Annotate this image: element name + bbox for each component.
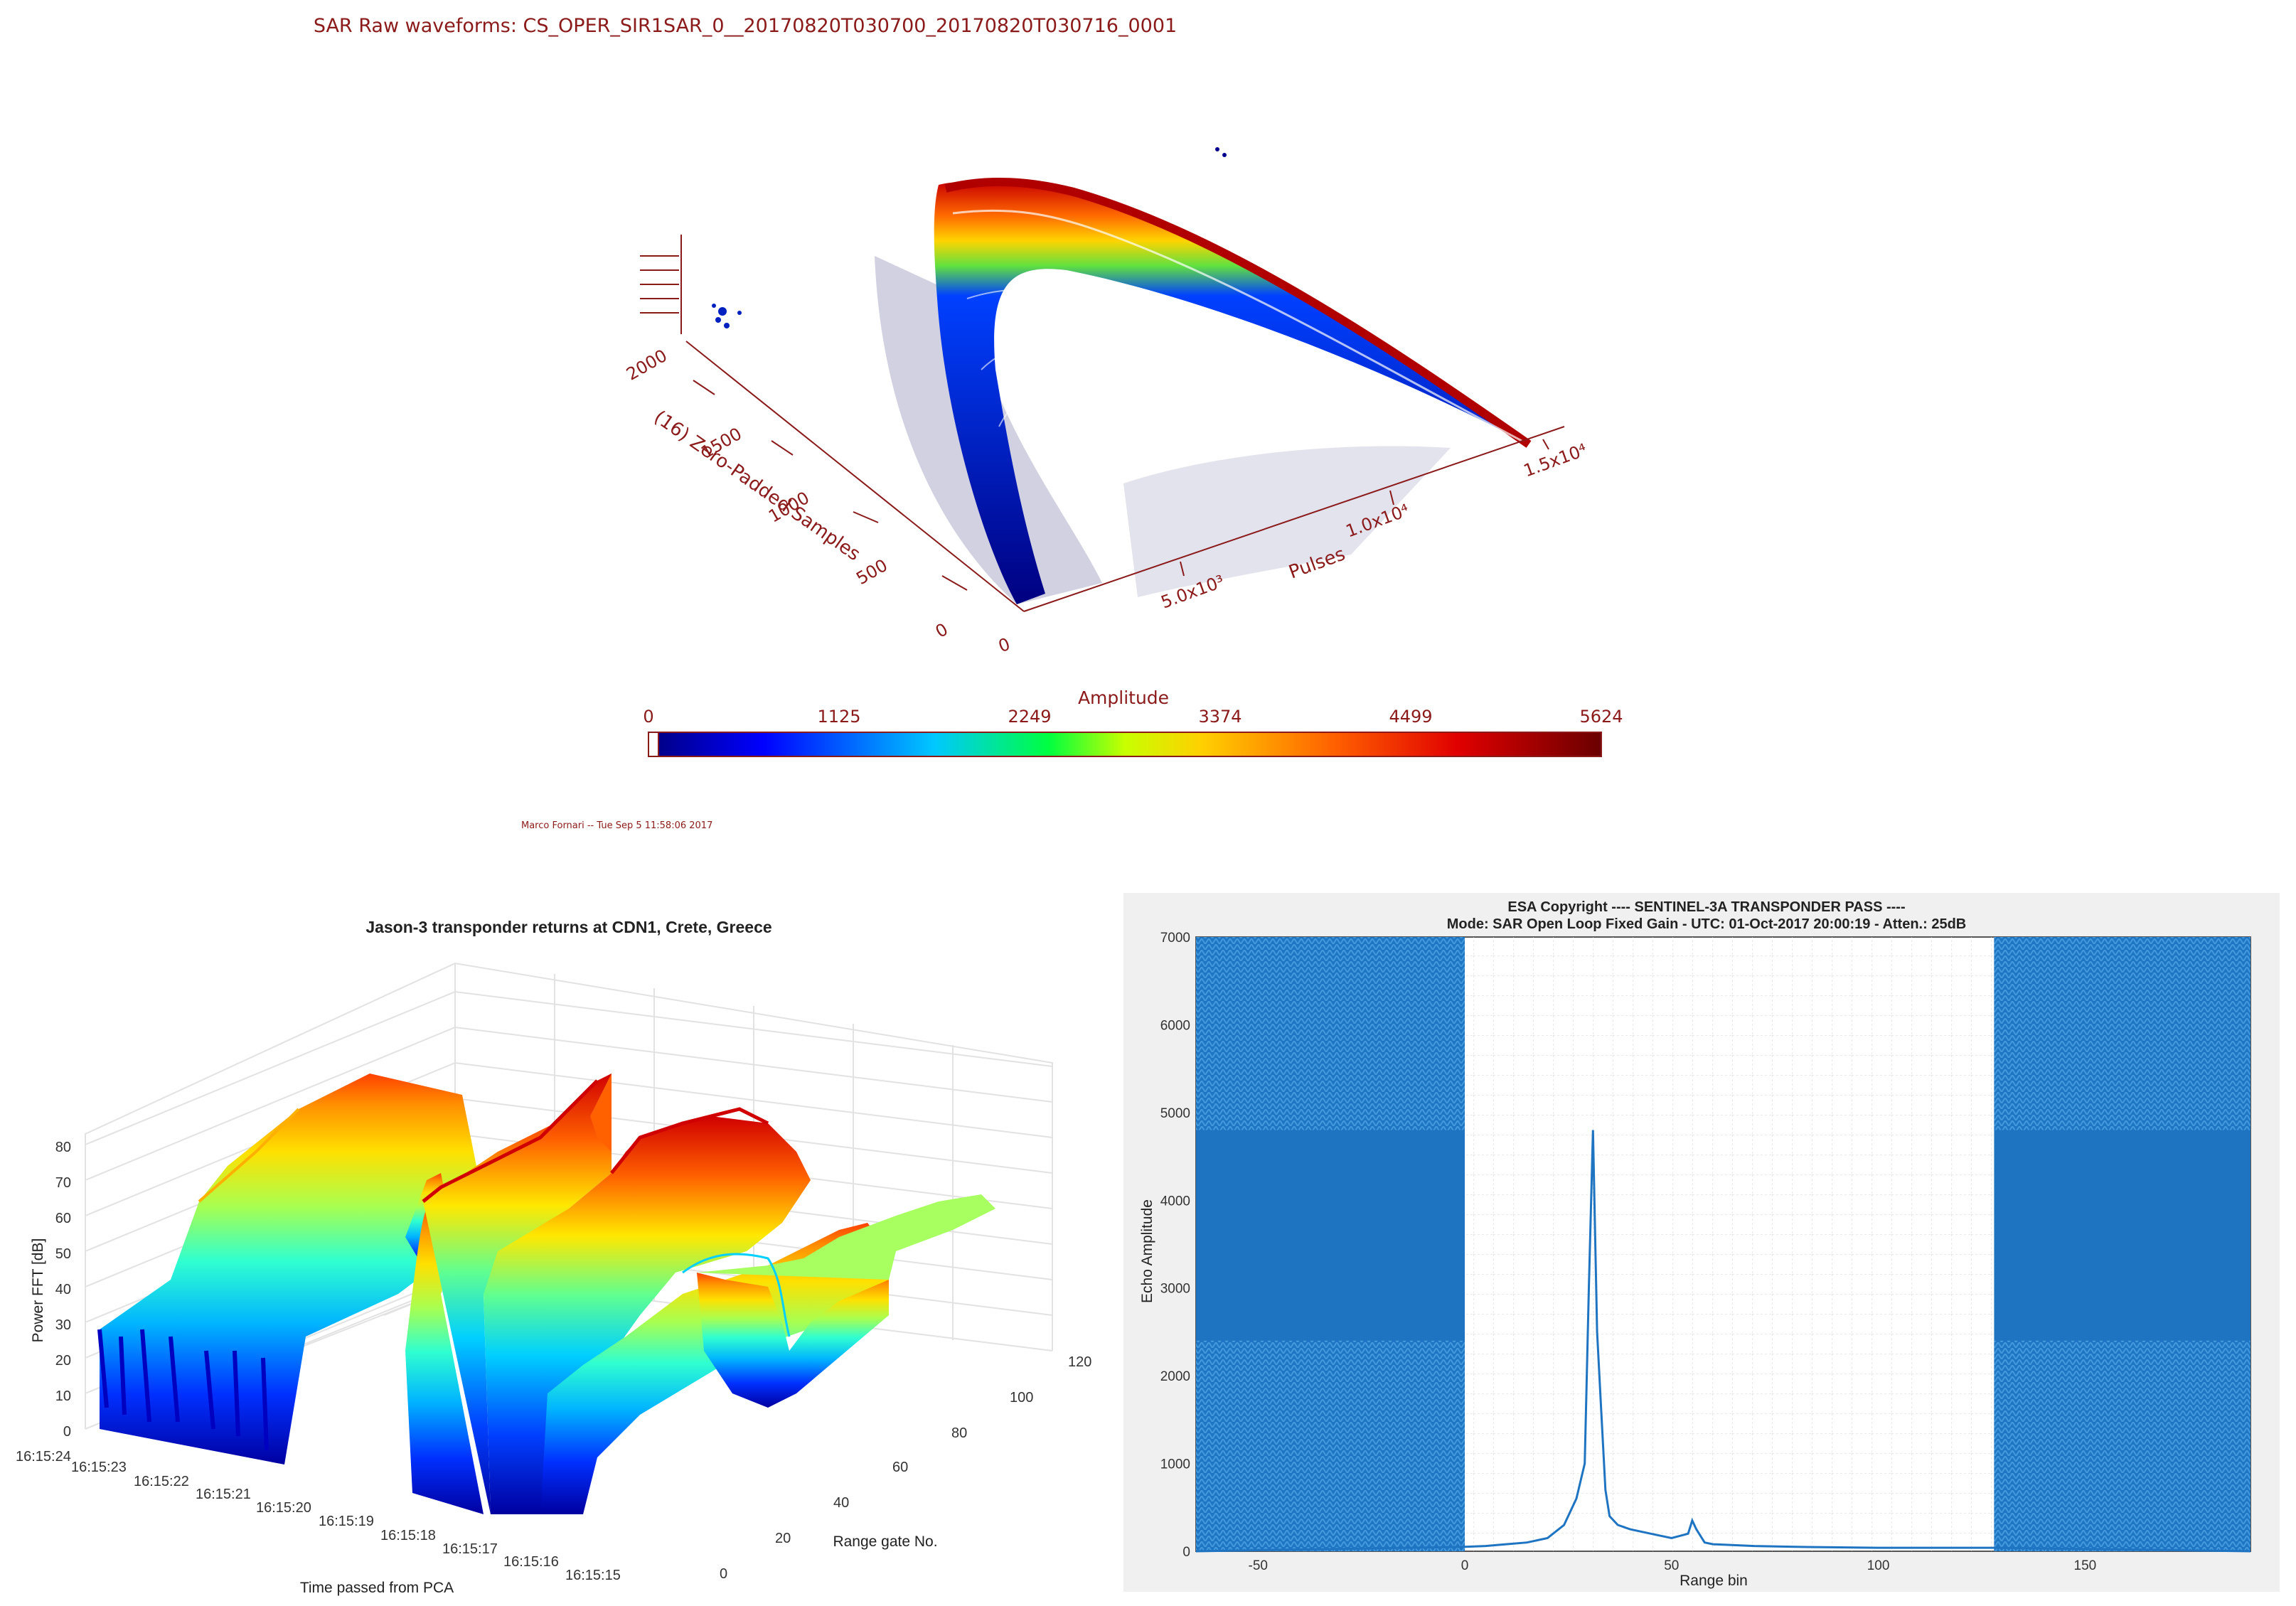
waveform-stack (934, 177, 1532, 605)
x-tick-label: 0 (1461, 1558, 1469, 1573)
gate-tick-label: 100 (1010, 1390, 1033, 1406)
fill-texture-band (1196, 1340, 1465, 1551)
jason3-gate-ticks: 0 20 40 60 80 100 120 (720, 1354, 1091, 1582)
chart-title: ESA Copyright ---- SENTINEL-3A TRANSPOND… (1507, 899, 1905, 915)
y-tick-label: 3000 (1160, 1282, 1190, 1297)
gate-axis-label: Range gate No. (833, 1533, 937, 1550)
gate-tick-label: 20 (775, 1531, 791, 1546)
sar-ticks (640, 255, 1549, 591)
gate-tick-label: 60 (892, 1460, 908, 1475)
sentinel3a-transponder-chart: ESA Copyright ---- SENTINEL-3A TRANSPOND… (1123, 893, 2280, 1592)
gate-tick-label: 40 (833, 1495, 849, 1511)
chart-subtitle: Mode: SAR Open Loop Fixed Gain - UTC: 01… (1447, 916, 1966, 932)
z-tick-label: 20 (55, 1353, 71, 1369)
z-axis-label: Power FFT [dB] (30, 1238, 46, 1343)
colorbar-tick: 1125 (817, 707, 860, 727)
gate-tick-label: 120 (1068, 1354, 1091, 1370)
colorbar-gradient (648, 732, 1602, 757)
y-tick-label: 6000 (1160, 1018, 1190, 1033)
colorbar-tick: 4499 (1389, 707, 1432, 727)
z-tick-label: 40 (55, 1282, 71, 1297)
colorbar-tick: 0 (643, 707, 653, 727)
time-tick-label: 16:15:16 (503, 1554, 559, 1570)
y-axis-label: Echo Amplitude (1139, 1199, 1155, 1303)
x-tick-label: -50 (1249, 1558, 1268, 1573)
z-tick-label: 60 (55, 1211, 71, 1226)
sar-axes (680, 235, 1565, 612)
time-tick-label: 16:15:17 (442, 1541, 498, 1557)
y-tick-label: 0 (1182, 1545, 1190, 1560)
x-tick-label: 100 (1867, 1558, 1890, 1573)
time-tick-label: 16:15:23 (71, 1460, 127, 1475)
jason3-z-ticks: 0 10 20 30 40 50 60 70 80 (55, 1140, 71, 1440)
colorbar-tick: 5624 (1579, 707, 1623, 727)
z-tick-label: 80 (55, 1140, 71, 1155)
outlier-points (712, 147, 1227, 328)
gate-tick-label: 0 (720, 1566, 727, 1582)
colorbar-label: Amplitude (1078, 687, 1169, 708)
colorbar-tick: 2249 (1008, 707, 1051, 727)
time-tick-label: 16:15:21 (196, 1487, 251, 1502)
jason3-surface (97, 1074, 995, 1514)
sar-raw-waveforms-chart: SAR Raw waveforms: CS_OPER_SIR1SAR_0__20… (314, 15, 1623, 831)
y-tick-label: 0 (932, 619, 951, 642)
gate-tick-label: 80 (951, 1425, 967, 1441)
jason3-transponder-chart: Jason-3 transponder returns at CDN1, Cre… (16, 918, 1091, 1596)
x-tick-label: 1.5x10⁴ (1521, 440, 1590, 481)
y-tick-label: 5000 (1160, 1106, 1190, 1121)
fill-texture-band (1994, 937, 2250, 1130)
y-tick-label: 2000 (623, 346, 671, 385)
y-tick-label: 4000 (1160, 1194, 1190, 1209)
sentinel3a-plot-area: 0 1000 2000 3000 4000 5000 6000 7000 -50 0 50 100 15… (1160, 931, 2251, 1573)
colorbar-tick: 3374 (1198, 707, 1242, 727)
y-tick-label: 2000 (1160, 1369, 1190, 1384)
fill-texture-band (1196, 937, 1465, 1130)
x-tick-label: 0 (995, 634, 1013, 657)
echo-amplitude-series (1195, 1130, 2251, 1553)
z-tick-label: 10 (55, 1388, 71, 1404)
x-tick-label: 150 (2074, 1558, 2097, 1573)
credit-text: Marco Fornari -- Tue Sep 5 11:58:06 2017 (521, 820, 712, 831)
time-tick-label: 16:15:15 (565, 1568, 621, 1583)
time-tick-label: 16:15:20 (256, 1500, 311, 1516)
chart-title: SAR Raw waveforms: CS_OPER_SIR1SAR_0__20… (314, 15, 1177, 37)
y-tick-label: 1000 (1160, 1457, 1190, 1472)
time-tick-label: 16:15:18 (380, 1528, 436, 1543)
y-axis-label: (16) Zero-Padded Samples (650, 407, 864, 565)
time-tick-label: 16:15:22 (134, 1474, 189, 1489)
time-tick-label: 16:15:19 (319, 1514, 374, 1529)
y-tick-label: 7000 (1160, 931, 1190, 946)
y-tick-label: 500 (853, 555, 891, 589)
z-tick-label: 50 (55, 1246, 71, 1262)
time-axis-label: Time passed from PCA (300, 1580, 454, 1596)
fill-texture-band (1994, 1340, 2250, 1551)
z-tick-label: 70 (55, 1175, 71, 1191)
chart-title: Jason-3 transponder returns at CDN1, Cre… (365, 918, 771, 936)
z-tick-label: 0 (63, 1424, 71, 1440)
colorbar: Amplitude 0 1125 2249 3374 4499 5624 (643, 687, 1623, 757)
jason3-time-ticks: 16:15:24 16:15:23 16:15:22 16:15:21 16:1… (16, 1449, 621, 1583)
time-tick-label: 16:15:24 (16, 1449, 71, 1465)
x-tick-label: 50 (1664, 1558, 1679, 1573)
z-tick-label: 30 (55, 1317, 71, 1333)
colorbar-zero-swatch (648, 732, 659, 757)
x-axis-label: Range bin (1680, 1573, 1748, 1589)
